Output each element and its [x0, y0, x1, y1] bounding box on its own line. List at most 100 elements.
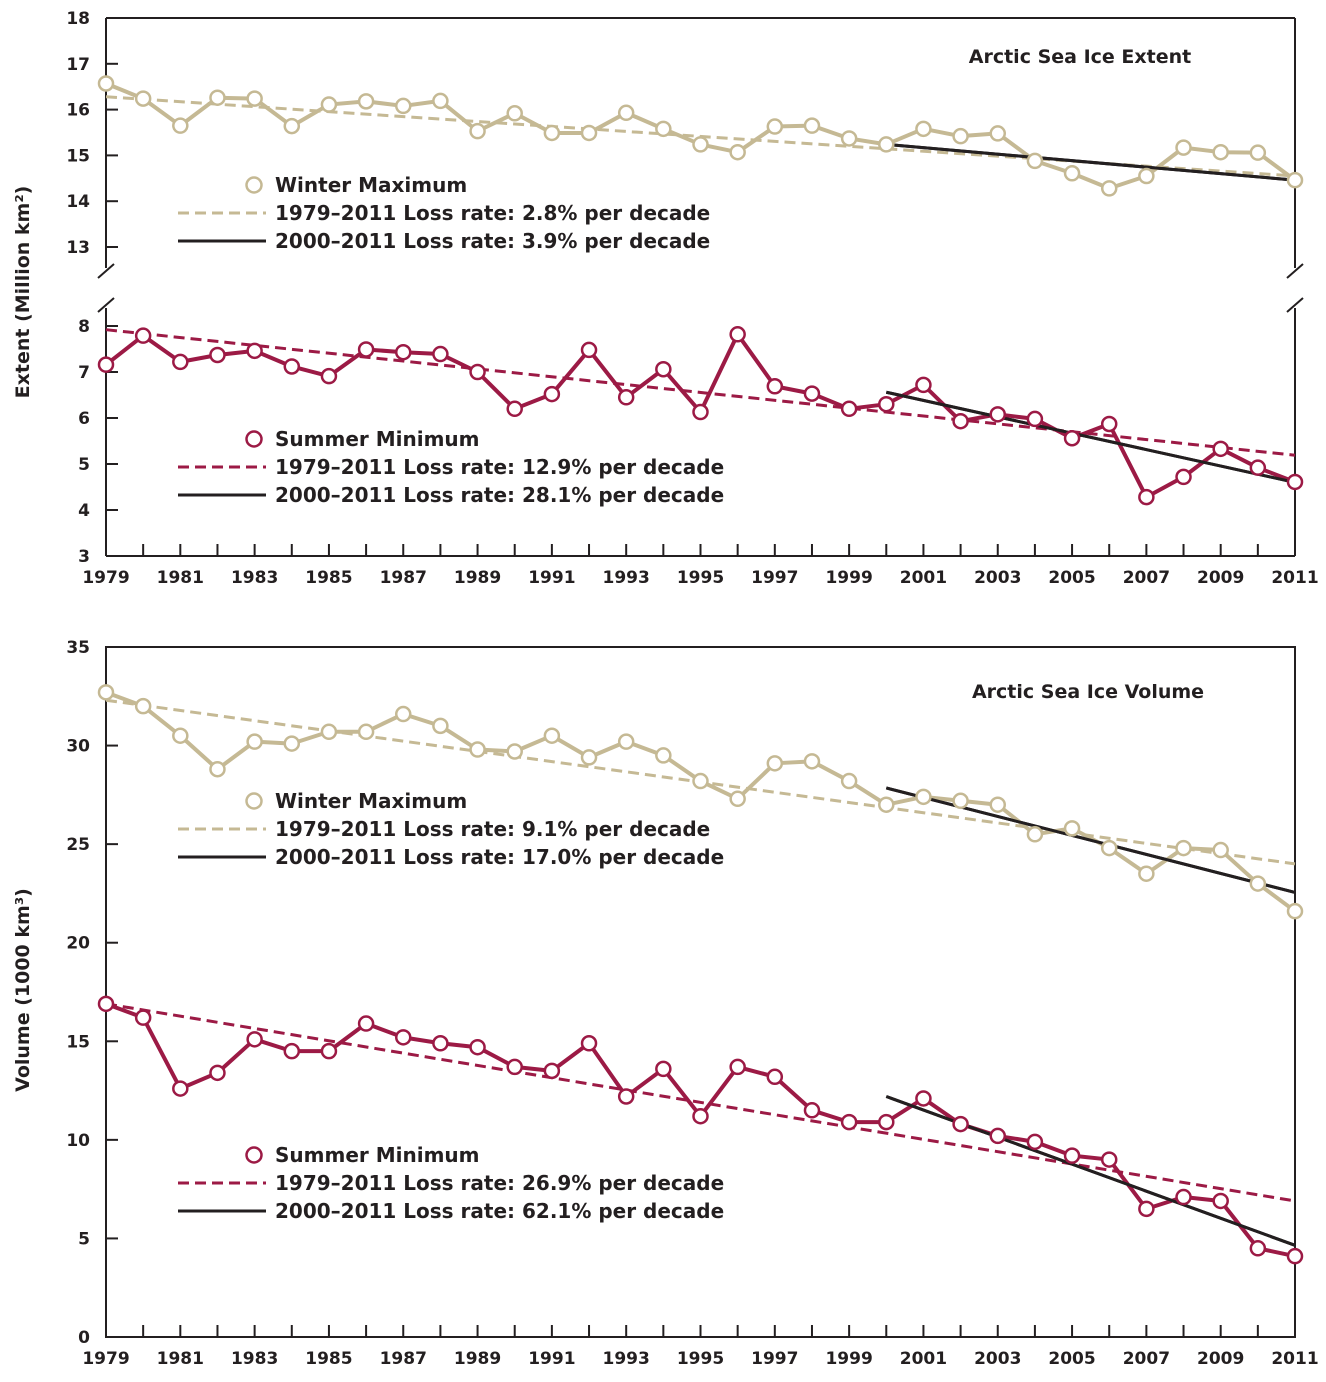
volume-summer-point	[246, 1031, 263, 1048]
extent-summer-point	[209, 346, 226, 364]
extent-winter-point	[246, 90, 263, 107]
extent-summer-point	[1286, 473, 1304, 491]
volume-summer-point	[543, 1062, 561, 1080]
volume-summer-point	[580, 1035, 598, 1052]
extent-y-tick-label: 18	[66, 9, 90, 29]
volume-chart: Volume (1000 km³) Arctic Sea Ice Volume …	[12, 638, 1319, 1369]
volume-winter-point	[1249, 875, 1267, 892]
extent-summer-point	[692, 403, 709, 421]
volume-winter-point	[580, 749, 598, 766]
volume-summer-point	[617, 1088, 635, 1105]
volume-summer-point	[283, 1042, 301, 1060]
extent-x-tick-label: 1987	[380, 568, 427, 588]
extent-summer-point	[878, 395, 895, 413]
extent-winter-point	[134, 90, 152, 107]
extent-axis-break-mark	[1286, 263, 1304, 279]
volume-x-tick-label: 1987	[380, 1349, 427, 1369]
volume-y-tick-label: 20	[66, 934, 90, 954]
extent-summer-point	[915, 376, 932, 394]
volume-y-tick-label: 5	[78, 1229, 90, 1249]
extent-summer-legend-label: 2000–2011 Loss rate: 28.1% per decade	[275, 483, 724, 507]
extent-winter-point	[469, 122, 486, 140]
extent-y-tick-label: 14	[66, 192, 90, 212]
extent-axis-break-mark	[97, 297, 115, 313]
extent-winter-point	[1138, 167, 1155, 185]
extent-winter-point	[1212, 143, 1229, 161]
volume-winter-point	[617, 733, 635, 750]
extent-winter-point	[506, 105, 523, 122]
extent-y-tick-label: 3	[78, 547, 90, 567]
extent-x-tick-label: 2009	[1197, 568, 1244, 588]
extent-summer-point	[1026, 410, 1044, 428]
extent-summer-point	[617, 389, 635, 406]
extent-winter-point	[432, 92, 449, 110]
extent-x-tick-label: 2007	[1123, 568, 1170, 588]
extent-winter-trend-recent-top	[886, 142, 1296, 182]
extent-winter-point	[915, 120, 932, 138]
volume-summer-point	[803, 1102, 821, 1119]
extent-x-tick-label: 1999	[825, 568, 872, 588]
volume-summer-point	[989, 1127, 1006, 1145]
extent-summer-legend-label: 1979–2011 Loss rate: 12.9% per decade	[275, 455, 724, 479]
volume-winter-point	[172, 727, 189, 744]
extent-summer-point	[655, 360, 672, 378]
extent-winter-legend-marker	[245, 176, 263, 194]
volume-y-tick-label: 10	[66, 1131, 90, 1151]
extent-summer-legend-marker	[245, 430, 263, 448]
extent-summer-point	[1212, 440, 1229, 458]
extent-summer-legend-label: Summer Minimum	[275, 427, 479, 451]
volume-x-tick-label: 2001	[900, 1349, 947, 1369]
extent-y-tick-label: 4	[78, 501, 90, 521]
extent-x-tick-label: 2011	[1271, 568, 1318, 588]
extent-winter-point	[209, 89, 226, 106]
volume-winter-point	[432, 717, 449, 735]
extent-winter-point	[1100, 180, 1118, 197]
volume-summer-trend-long	[105, 1002, 1296, 1203]
volume-winter-point	[766, 755, 784, 772]
extent-x-tick-label: 1991	[528, 568, 575, 588]
volume-summer-point	[1175, 1188, 1192, 1206]
volume-y-tick-label: 15	[66, 1032, 90, 1052]
extent-winter-point	[1026, 152, 1044, 170]
volume-ylabel: Volume (1000 km³)	[12, 888, 34, 1092]
extent-x-tick-label: 1995	[677, 568, 724, 588]
extent-summer-trend-recent-top	[885, 390, 1296, 484]
volume-summer-point	[320, 1042, 338, 1060]
volume-summer-point	[655, 1060, 672, 1078]
extent-winter-point	[766, 118, 784, 135]
extent-x-tick-label: 2001	[900, 568, 947, 588]
volume-x-tick-label: 1981	[157, 1349, 204, 1369]
extent-winter-point	[283, 117, 301, 135]
extent-winter-point	[97, 75, 115, 92]
extent-x-tick-label: 1981	[157, 568, 204, 588]
extent-title: Arctic Sea Ice Extent	[969, 46, 1191, 68]
volume-summer-point	[915, 1090, 932, 1107]
volume-summer-point	[1138, 1200, 1155, 1218]
extent-summer-point	[1249, 459, 1267, 476]
volume-title: Arctic Sea Ice Volume	[972, 681, 1204, 703]
volume-summer-point	[1026, 1133, 1044, 1151]
extent-winter-point	[580, 124, 598, 142]
extent-summer-point	[320, 367, 338, 385]
extent-winter-point	[692, 136, 709, 153]
volume-winter-point	[97, 684, 115, 701]
extent-summer-point	[432, 345, 449, 363]
volume-summer-point	[432, 1035, 449, 1052]
volume-summer-legend-label: Summer Minimum	[275, 1143, 479, 1167]
extent-y-tick-label: 16	[66, 101, 90, 121]
volume-summer-point	[766, 1068, 784, 1086]
volume-winter-point	[989, 796, 1006, 813]
extent-x-tick-label: 1985	[305, 568, 352, 588]
extent-x-tick-label: 1989	[454, 568, 501, 588]
extent-winter-legend-label: Winter Maximum	[275, 173, 467, 197]
volume-winter-point	[1175, 839, 1192, 857]
extent-winter-point	[395, 97, 412, 115]
volume-winter-point	[395, 705, 412, 723]
volume-winter-point	[246, 733, 263, 750]
extent-summer-point	[469, 363, 486, 381]
volume-x-tick-label: 1979	[82, 1349, 129, 1369]
extent-summer-point	[1100, 415, 1118, 433]
volume-summer-point	[97, 995, 115, 1013]
volume-summer-point	[395, 1029, 412, 1046]
volume-x-tick-label: 1995	[677, 1349, 724, 1369]
